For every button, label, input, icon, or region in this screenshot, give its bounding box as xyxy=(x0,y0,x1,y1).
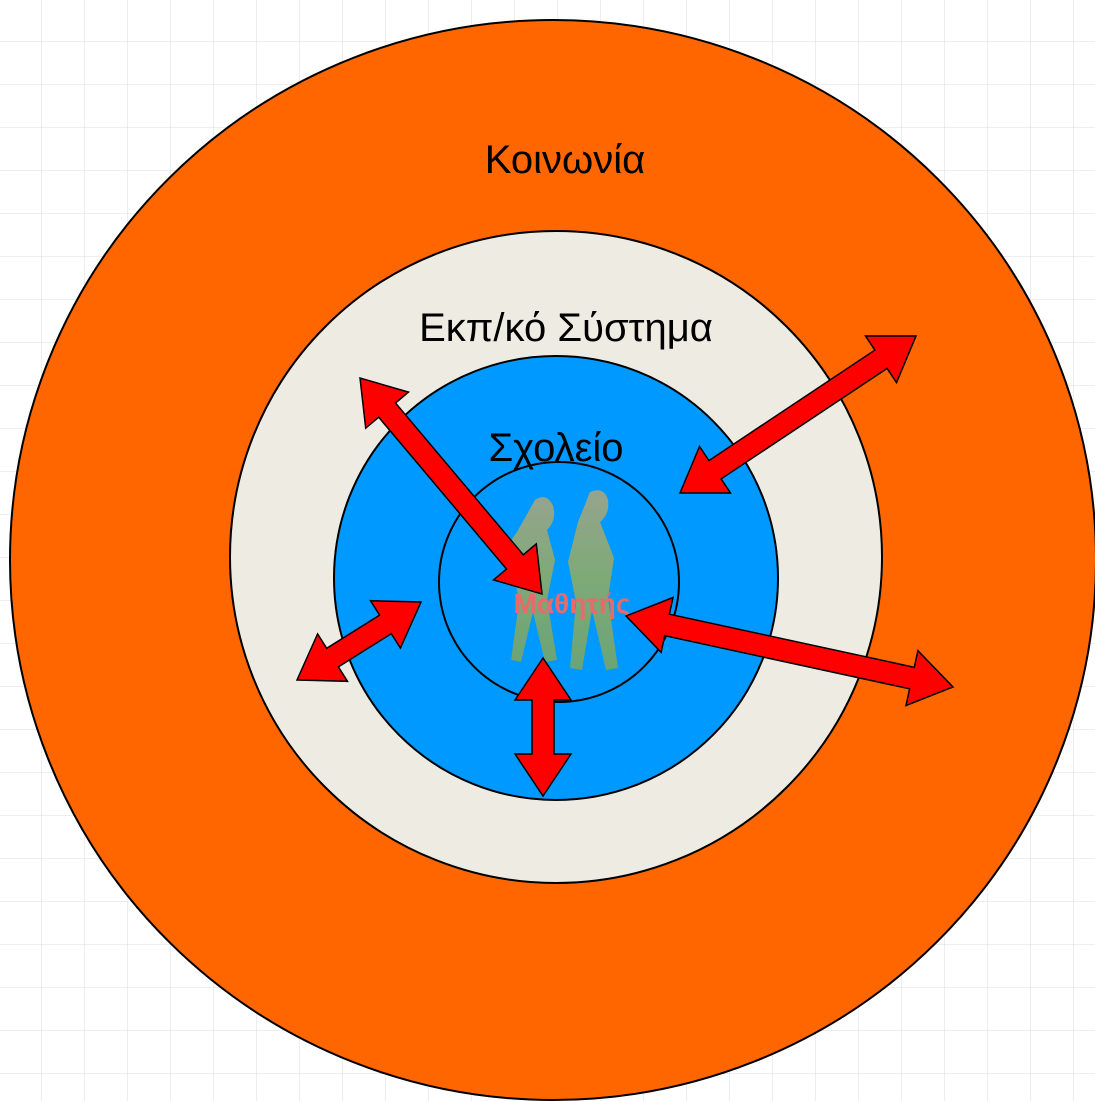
diagram: Κοινωνία Εκπ/κό Σύστημα Σχολείο Μαθητής xyxy=(0,0,1095,1101)
education-system-label: Εκπ/κό Σύστημα xyxy=(419,306,713,350)
page: Κοινωνία Εκπ/κό Σύστημα Σχολείο Μαθητής … xyxy=(0,0,1095,1101)
students-label: Μαθητής xyxy=(514,588,631,619)
school-label: Σχολείο xyxy=(488,426,623,470)
society-label: Κοινωνία xyxy=(485,138,646,182)
